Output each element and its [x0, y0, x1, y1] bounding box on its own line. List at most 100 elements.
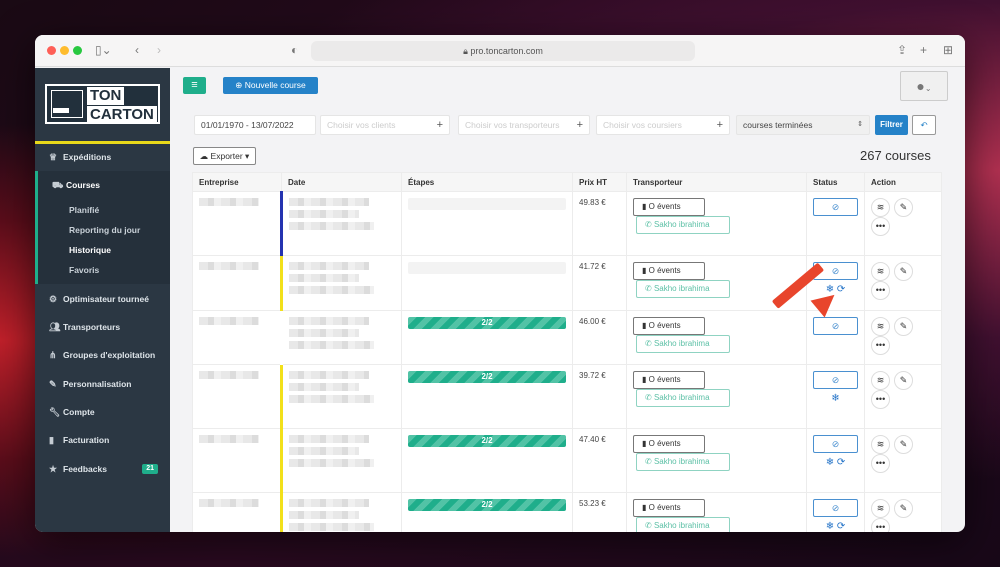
coursier-phone-button[interactable]: ✆ Sakho ibrahima [636, 517, 730, 532]
close-window-button[interactable] [47, 46, 56, 55]
phone-icon: ✆ [645, 393, 654, 402]
sidebar-item-expeditions[interactable]: ♕ Expéditions [35, 143, 170, 171]
sidebar-item-courses[interactable]: ⛟ Courses [35, 171, 170, 199]
table-row[interactable]: 49.83 € ▮ O évents✆ Sakho ibrahima ⊘ ≋ ✎•… [192, 191, 942, 256]
table-row[interactable]: 2/2 39.72 € ▮ O évents✆ Sakho ibrahima ⊘… [192, 364, 942, 429]
etapes-cell: 2/2 [401, 310, 573, 365]
star-icon: ★ [49, 464, 58, 474]
transporteur-button[interactable]: ▮ O évents [633, 371, 705, 389]
edit-pencil-icon[interactable]: ✎ [894, 198, 913, 217]
sidebar-subitem-reporting[interactable]: Reporting du jour [69, 225, 141, 235]
action-cell: ≋ ✎••• [864, 310, 942, 365]
address-bar[interactable]: 🔒︎ pro.toncarton.com [311, 41, 695, 61]
tracking-wifi-icon[interactable]: ≋ [871, 262, 890, 281]
export-button[interactable]: ☁ Exporter ▾ [193, 147, 256, 165]
table-row[interactable]: 2/2 53.23 € ▮ O évents✆ Sakho ibrahima ⊘… [192, 492, 942, 532]
table-row[interactable]: 2/2 47.40 € ▮ O évents✆ Sakho ibrahima ⊘… [192, 428, 942, 493]
shield-icon[interactable]: ◐ [291, 43, 299, 57]
edit-pencil-icon[interactable]: ✎ [894, 317, 913, 336]
user-menu-button[interactable]: ●⌄ [900, 71, 948, 101]
etapes-progress-bar: 2/2 [408, 371, 566, 383]
back-icon[interactable]: ‹ [135, 43, 139, 57]
tabs-overview-icon[interactable]: ⊞ [943, 43, 954, 57]
edit-pencil-icon[interactable]: ✎ [894, 435, 913, 454]
coursier-phone-button[interactable]: ✆ Sakho ibrahima [636, 335, 730, 353]
coursier-phone-button[interactable]: ✆ Sakho ibrahima [636, 280, 730, 298]
placeholder: Choisir vos clients [327, 120, 396, 130]
new-tab-icon[interactable]: + [920, 43, 928, 57]
column-header[interactable]: Date [281, 172, 402, 192]
filter-button[interactable]: Filtrer [875, 115, 908, 135]
more-options-icon[interactable]: ••• [871, 518, 890, 532]
status-button[interactable]: ⊘ [813, 371, 858, 389]
sidebar-subitem-planifie[interactable]: Planifié [69, 205, 100, 215]
transporteur-button[interactable]: ▮ O évents [633, 499, 705, 517]
entreprise-cell [192, 492, 282, 532]
more-options-icon[interactable]: ••• [871, 217, 890, 236]
tracking-wifi-icon[interactable]: ≋ [871, 499, 890, 518]
reset-button[interactable]: ↶ [912, 115, 936, 135]
label: O évents [648, 503, 681, 512]
sidebar-item-groupes[interactable]: ⋔ Groupes d'exploitation [35, 341, 170, 369]
date-range-input[interactable]: 01/01/1970 - 13/07/2022 [194, 115, 316, 135]
column-header[interactable]: Action [864, 172, 942, 192]
more-options-icon[interactable]: ••• [871, 454, 890, 473]
transporteur-button[interactable]: ▮ O évents [633, 317, 705, 335]
prix-cell: 53.23 € [572, 492, 627, 532]
sidebar-item-feedbacks[interactable]: ★ Feedbacks 21 [35, 455, 170, 483]
minimize-window-button[interactable] [60, 46, 69, 55]
column-header[interactable]: Transporteur [626, 172, 807, 192]
forward-icon[interactable]: › [157, 43, 161, 57]
clients-select[interactable]: Choisir vos clients + [320, 115, 450, 135]
sidebar-item-personnalisation[interactable]: ✎ Personnalisation [35, 370, 170, 398]
tracking-wifi-icon[interactable]: ≋ [871, 371, 890, 390]
edit-pencil-icon[interactable]: ✎ [894, 499, 913, 518]
maximize-window-button[interactable] [73, 46, 82, 55]
coursier-phone-button[interactable]: ✆ Sakho ibrahima [636, 216, 730, 234]
status-button[interactable]: ⊘ [813, 435, 858, 453]
new-course-button[interactable]: ⊕ Nouvelle course [223, 77, 318, 94]
coursier-phone-button[interactable]: ✆ Sakho ibrahima [636, 453, 730, 471]
more-options-icon[interactable]: ••• [871, 336, 890, 355]
logo: TON CARTON [45, 84, 160, 124]
table-row[interactable]: 2/2 46.00 € ▮ O évents✆ Sakho ibrahima ⊘… [192, 310, 942, 365]
tracking-wifi-icon[interactable]: ≋ [871, 317, 890, 336]
status-button[interactable]: ⊘ [813, 499, 858, 517]
edit-pencil-icon[interactable]: ✎ [894, 371, 913, 390]
sidebar-item-facturation[interactable]: ▮ Facturation [35, 426, 170, 454]
coursier-phone-button[interactable]: ✆ Sakho ibrahima [636, 389, 730, 407]
sidebar-item-compte[interactable]: 🔧︎ Compte [35, 398, 170, 426]
transporteurs-select[interactable]: Choisir vos transporteurs + [458, 115, 590, 135]
share-icon[interactable]: ⇪ [897, 43, 908, 57]
status-select[interactable]: courses terminées ⇕ [736, 115, 870, 135]
wrench-icon: 🔧︎ [49, 407, 61, 417]
sidebar-subitem-historique[interactable]: Historique [69, 245, 112, 255]
transporteur-button[interactable]: ▮ O évents [633, 262, 705, 280]
sidebar-item-transporteurs[interactable]: 👥︎ Transporteurs [35, 313, 170, 341]
sidebar-subitem-favoris[interactable]: Favoris [69, 265, 100, 275]
table-row[interactable]: 41.72 € ▮ O évents✆ Sakho ibrahima ⊘ ❄ ⟳ … [192, 255, 942, 311]
placeholder: Choisir vos coursiers [603, 120, 682, 130]
more-options-icon[interactable]: ••• [871, 281, 890, 300]
tracking-wifi-icon[interactable]: ≋ [871, 198, 890, 217]
sidebar-toggle-icon[interactable]: ▯⌄ [95, 43, 112, 57]
column-header[interactable]: Entreprise [192, 172, 282, 192]
more-options-icon[interactable]: ••• [871, 390, 890, 409]
label: Groupes d'exploitation [63, 350, 156, 360]
course-count: 267 courses [860, 148, 931, 163]
transporteur-button[interactable]: ▮ O évents [633, 435, 705, 453]
column-header[interactable]: Status [806, 172, 865, 192]
tracking-wifi-icon[interactable]: ≋ [871, 435, 890, 454]
edit-pencil-icon[interactable]: ✎ [894, 262, 913, 281]
coursiers-select[interactable]: Choisir vos coursiers + [596, 115, 730, 135]
status-button[interactable]: ⊘ [813, 317, 858, 335]
sidebar-item-optimisateur[interactable]: ⚙ Optimisateur tourneé [35, 285, 170, 313]
column-header[interactable]: Étapes [401, 172, 573, 192]
column-header[interactable]: Prix HT [572, 172, 627, 192]
label: Sakho ibrahima [653, 220, 710, 229]
transporteur-button[interactable]: ▮ O évents [633, 198, 705, 216]
menu-toggle-button[interactable]: ≡ [183, 77, 206, 94]
logo-text: CARTON [87, 106, 157, 124]
paint-icon: ✎ [49, 379, 57, 389]
status-button[interactable]: ⊘ [813, 198, 858, 216]
